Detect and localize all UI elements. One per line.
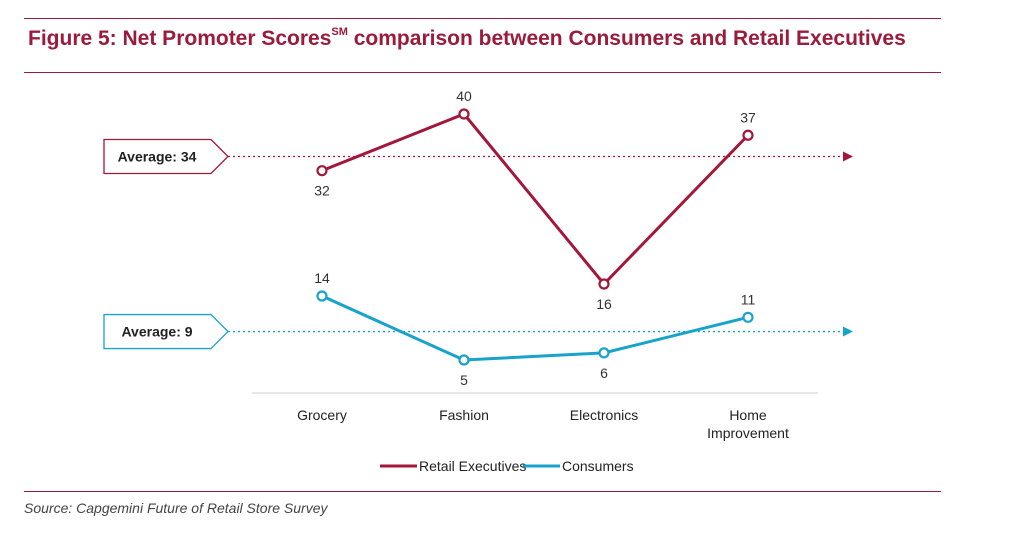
title-main: Figure 5: Net Promoter Scores [28,27,332,50]
consumers-data-label-1: 14 [314,270,330,286]
consumers-average-label: Average: 9 [121,324,192,340]
retail-executives-point-2 [458,108,470,120]
consumers-point-1 [316,290,328,302]
bottom-rule [24,491,941,492]
retail-executives-line [321,112,750,286]
consumers-point-4 [742,311,754,323]
retail-executives-point-3 [598,278,610,290]
retail-executives-data-label-3: 16 [596,296,612,312]
title-rest: comparison between Consumers and Retail … [347,27,906,50]
retail-executives-average-label: Average: 34 [118,149,197,165]
figure-title: Figure 5: Net Promoter ScoresSM comparis… [28,26,906,51]
consumers-line [321,294,749,362]
retail-executives-data-label-1: 32 [314,183,330,199]
retail-executives-data-label-4: 37 [740,109,756,125]
consumers-data-label-3: 6 [600,365,608,381]
x-tick-label-4-line-1: Home [729,407,767,423]
x-tick-label-2: Fashion [439,407,489,423]
retail-executives-point-4 [742,129,754,141]
title-superscript: SM [331,26,348,38]
top-rule [24,18,941,19]
retail-executives-data-label-2: 40 [456,88,472,104]
consumers-average-arrow [843,326,853,337]
title-rule [24,72,941,73]
consumers-point-2 [458,354,470,366]
consumers-data-label-4: 11 [741,291,756,307]
retail-executives-average-box [103,138,229,175]
consumers-point-3 [598,347,610,359]
x-tick-label-1: Grocery [297,407,347,423]
retail-executives-point-1 [316,165,328,177]
retail-executives-average-arrow [843,151,853,162]
x-tick-label-3: Electronics [570,407,638,423]
x-tick-label-4-line-2: Improvement [707,425,789,441]
consumers-data-label-2: 5 [460,372,468,388]
legend-label-consumers: Consumers [562,458,634,474]
legend-label-retail-executives: Retail Executives [419,458,526,474]
source-note: Source: Capgemini Future of Retail Store… [24,500,328,516]
consumers-average-box [103,313,229,350]
